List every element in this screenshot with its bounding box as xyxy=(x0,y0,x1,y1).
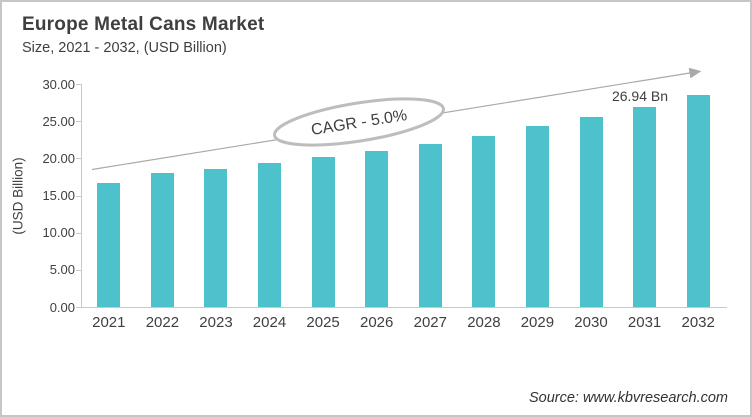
bar-2025 xyxy=(311,156,335,307)
x-tick-label-2023: 2023 xyxy=(199,314,233,331)
x-tick-label-2027: 2027 xyxy=(413,314,447,331)
y-tick-label-20.00: 20.00 xyxy=(42,150,75,166)
x-tick-label-2029: 2029 xyxy=(520,314,555,331)
x-tick-label-2026: 2026 xyxy=(360,314,394,331)
bar-2026 xyxy=(365,150,389,307)
y-tick-mark xyxy=(76,233,81,234)
bar-2028 xyxy=(472,136,496,307)
y-tick-label-25.00: 25.00 xyxy=(42,113,75,129)
y-tick-mark xyxy=(76,307,81,308)
y-tick-label-10.00: 10.00 xyxy=(42,225,75,241)
x-tick-label-2030: 2030 xyxy=(574,314,608,331)
bar-2031 xyxy=(633,106,657,307)
source-note: Source: www.kbvresearch.com xyxy=(528,390,728,406)
bar-2021 xyxy=(97,182,121,307)
y-axis-line xyxy=(81,84,82,307)
bar-2022 xyxy=(150,173,174,307)
y-tick-mark xyxy=(76,121,81,122)
x-tick-label-2022: 2022 xyxy=(145,314,180,331)
x-tick-label-2024: 2024 xyxy=(252,314,287,331)
y-tick-mark xyxy=(76,158,81,159)
y-tick-label-5.00: 5.00 xyxy=(49,262,75,278)
y-tick-label-15.00: 15.00 xyxy=(42,188,75,203)
x-tick-label-2025: 2025 xyxy=(306,314,340,331)
bar-2023 xyxy=(204,168,228,307)
bar-2032 xyxy=(686,95,710,307)
chart-subtitle: Size, 2021 - 2032, (USD Billion) xyxy=(22,40,227,56)
bar-2029 xyxy=(525,126,549,307)
y-tick-mark xyxy=(76,196,81,197)
chart-title: Europe Metal Cans Market xyxy=(22,14,265,35)
bar-2030 xyxy=(579,117,603,307)
x-tick-label-2031: 2031 xyxy=(627,314,662,331)
bar-2024 xyxy=(258,162,281,307)
x-axis-line xyxy=(81,307,727,308)
y-tick-label-30.00: 30.00 xyxy=(42,76,75,92)
bar-2027 xyxy=(418,143,442,307)
x-tick-label-2028: 2028 xyxy=(467,314,501,331)
x-tick-label-2032: 2032 xyxy=(681,314,715,331)
y-tick-mark xyxy=(76,84,81,85)
y-tick-label-0.00: 0.00 xyxy=(49,299,75,315)
y-tick-mark xyxy=(76,270,81,271)
x-tick-label-2021: 2021 xyxy=(92,314,126,331)
